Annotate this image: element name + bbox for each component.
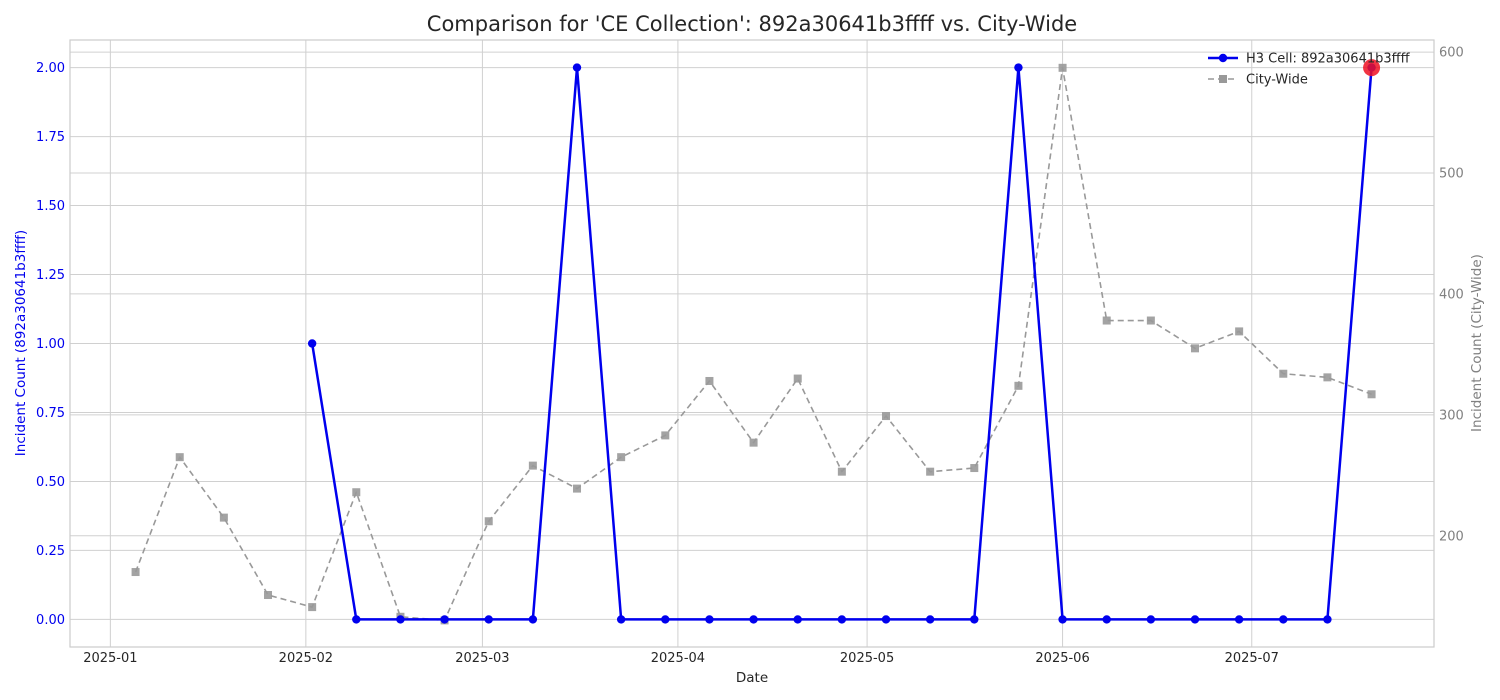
y-left-tick-label: 0.50 [36,475,65,490]
highlight-point [1363,59,1381,77]
h3-cell-point [440,615,449,624]
y-axis-right-label: Incident Count (City-Wide) [1469,254,1485,432]
legend-city-wide-label: City-Wide [1246,73,1308,88]
legend-city-wide-marker [1219,75,1227,83]
city-wide-point [131,568,140,577]
h3-cell-point [881,615,891,624]
h3-cell-point [1102,615,1111,624]
city-wide-point [1058,63,1067,72]
y-right-tick-label: 200 [1439,529,1464,544]
y-left-tick-label: 0.25 [36,544,65,559]
city-wide-point [705,376,714,385]
h3-cell-point [1190,615,1200,624]
city-wide-point [970,464,979,473]
city-wide-point [617,453,626,462]
h3-cell-point [793,615,802,624]
h3-cell-point [1146,615,1156,624]
h3-cell-point [572,63,582,72]
city-wide-point [308,603,317,612]
city-wide-point [837,467,846,476]
legend-h3-cell-label: H3 Cell: 892a30641b3ffff [1246,52,1411,67]
y-left-tick-label: 1.00 [36,337,65,352]
h3-cell-point [705,615,714,624]
grid [70,40,1434,647]
city-wide-point [661,431,670,440]
y-right-tick-label: 300 [1439,408,1464,423]
x-axis-label: Date [736,670,768,686]
city-wide-point [793,374,802,383]
axes: 2025-01 2025-02 2025-03 2025-04 2025-05 2025-… [36,39,1464,666]
h3-cell-point [837,615,847,624]
city-wide-point [352,488,361,497]
city-wide-point [573,484,582,493]
h3-cell-point [749,615,758,624]
y-left-tick-label: 0.00 [36,613,65,628]
city-wide-point [1367,390,1376,399]
legend-h3-cell-marker [1218,53,1228,63]
x-tick-label: 2025-02 [279,651,333,666]
y-left-tick-label: 1.75 [36,130,65,145]
city-wide-point [1191,344,1200,353]
h3-cell-point [1234,615,1244,624]
city-wide-point [528,461,537,470]
x-tick-label: 2025-03 [455,651,509,666]
h3-cell-point [661,615,670,624]
h3-cell-point [1279,615,1288,624]
x-tick-label: 2025-04 [651,651,705,666]
y-right-tick-label: 500 [1439,167,1464,182]
h3-cell-point [396,615,405,624]
city-wide-point [1102,316,1111,325]
h3-cell-point [616,615,626,624]
legend: H3 Cell: 892a30641b3ffff City-Wide [1208,52,1411,88]
city-wide-point [1235,327,1244,336]
y-right-tick-label: 400 [1439,287,1464,302]
plot-frame [69,39,1435,648]
city-wide-point [1014,381,1023,390]
city-wide-point [175,453,184,462]
h3-cell-point [925,615,935,624]
h3-cell-point [528,615,538,624]
city-wide-point [749,438,758,447]
y-axis-left-label: Incident Count (892a30641b3ffff) [13,230,29,456]
x-tick-label: 2025-01 [83,651,137,666]
h3-cell-point [1058,615,1067,624]
h3-cell-point [1014,63,1023,72]
x-tick-label: 2025-07 [1225,651,1279,666]
chart-title: Comparison for 'CE Collection': 892a3064… [427,12,1077,36]
x-tick-label: 2025-05 [840,651,894,666]
h3-cell-point [970,615,979,624]
y-right-tick-label: 600 [1439,46,1464,61]
city-wide-point [219,513,228,522]
h3-cell-point [352,615,361,624]
h3-cell-point [1323,615,1332,624]
y-left-tick-label: 0.75 [36,406,65,421]
x-tick-label: 2025-06 [1035,651,1089,666]
city-wide-point [1323,373,1332,382]
h3-cell-point [484,615,493,624]
city-wide-point [484,517,493,526]
y-left-tick-label: 1.50 [36,199,65,214]
city-wide-point [1279,369,1288,378]
city-wide-point [264,591,273,600]
city-wide-point [882,412,891,421]
y-left-tick-label: 2.00 [36,61,65,76]
series-layer [131,59,1381,625]
city-wide-point [1146,316,1155,325]
y-left-tick-label: 1.25 [36,268,65,283]
h3-cell-point [307,339,317,348]
city-wide-point [926,467,935,476]
